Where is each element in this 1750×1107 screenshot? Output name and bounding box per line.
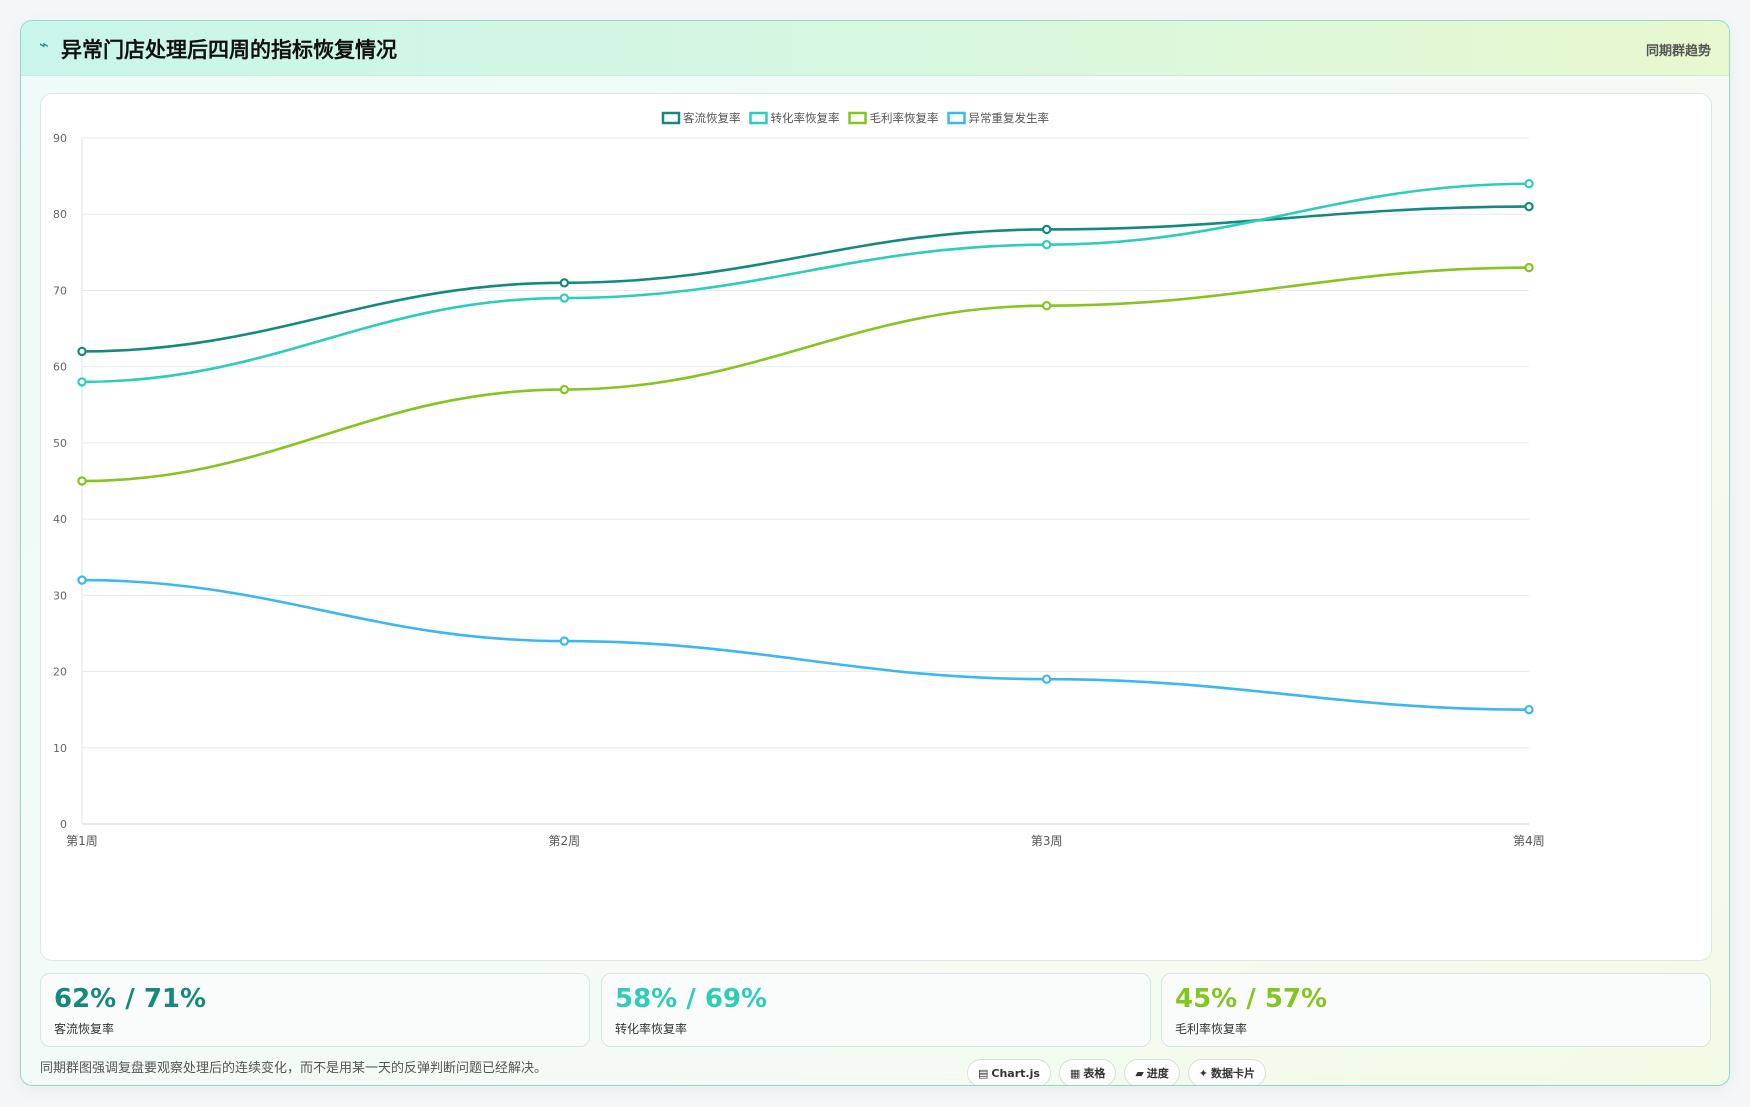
x-tick-label: 第2周 (549, 834, 581, 848)
chart-card: 客流恢复率 转化率恢复率 毛利率恢复率 异常重复发生率 0 10 20 30 40 50 60 70… (40, 93, 1712, 961)
chip-table[interactable]: ▦ 表格 (1058, 1059, 1117, 1085)
feature-chips: ▤ Chart.js ▦ 表格 ▰ 进度 ✦ 数据卡片 (967, 1059, 1267, 1085)
stat-card-margin: 45% / 57% 毛利率恢复率 (1161, 973, 1711, 1047)
chip-chartjs[interactable]: ▤ Chart.js (967, 1059, 1051, 1085)
data-point[interactable] (1524, 262, 1534, 273)
panel-header: ⌁ 异常门店处理后四周的指标恢复情况 同期群趋势 (21, 21, 1729, 76)
data-point[interactable] (1041, 674, 1052, 684)
y-tick-label: 60 (53, 361, 67, 374)
legend-label: 毛利率恢复率 (870, 111, 939, 125)
chip-progress[interactable]: ▰ 进度 (1124, 1059, 1180, 1085)
dashboard-panel: ⌁ 异常门店处理后四周的指标恢复情况 同期群趋势 客流恢复率 转化率恢复率 毛利率恢… (20, 20, 1730, 1086)
legend-item[interactable]: 客流恢复率 (661, 111, 741, 125)
y-tick-label: 90 (53, 132, 67, 145)
data-point[interactable] (77, 476, 87, 486)
stat-label: 转化率恢复率 (615, 1022, 688, 1036)
data-point[interactable] (1524, 704, 1534, 715)
legend-swatch (749, 111, 768, 125)
chart-type-tag: 同期群趋势 (1645, 44, 1711, 59)
data-point[interactable] (1041, 300, 1052, 311)
data-point[interactable] (1524, 179, 1534, 189)
data-point[interactable] (77, 575, 87, 585)
y-tick-label: 10 (53, 742, 67, 755)
chip-label: 表格 (1083, 1067, 1106, 1080)
legend-swatch (947, 111, 966, 125)
chart-icon: ▤ (978, 1066, 989, 1080)
stat-value: 62% / 71% (54, 984, 207, 1014)
page-title: 异常门店处理后四周的指标恢复情况 (61, 38, 397, 62)
data-point[interactable] (1041, 224, 1052, 235)
progress-icon: ▰ (1135, 1066, 1144, 1080)
y-tick-label: 0 (60, 818, 67, 831)
data-point[interactable] (559, 278, 570, 288)
legend-label: 客流恢复率 (683, 111, 741, 125)
stat-value: 58% / 69% (615, 984, 768, 1014)
legend-swatch (848, 111, 867, 125)
y-tick-label: 30 (53, 589, 67, 602)
stat-value: 45% / 57% (1175, 984, 1328, 1014)
stat-card-traffic: 62% / 71% 客流恢复率 (40, 973, 590, 1047)
footer-note: 同期群图强调复盘要观察处理后的连续变化，而不是用某一天的反弹判断问题已经解决。 (40, 1061, 548, 1076)
data-point[interactable] (77, 377, 87, 387)
chart-line-icon: ⌁ (39, 35, 49, 54)
x-tick-label: 第1周 (66, 834, 98, 848)
series-line (81, 182, 1530, 384)
y-tick-label: 50 (53, 437, 67, 450)
legend-item[interactable]: 转化率恢复率 (749, 111, 840, 125)
chip-data-card[interactable]: ✦ 数据卡片 (1187, 1059, 1267, 1085)
data-point[interactable] (559, 636, 570, 646)
legend-item[interactable]: 异常重复发生率 (947, 111, 1050, 125)
series-line (81, 266, 1530, 483)
chip-label: Chart.js (991, 1066, 1040, 1080)
legend-label: 异常重复发生率 (969, 111, 1050, 125)
data-point[interactable] (559, 293, 570, 303)
x-tick-label: 第3周 (1031, 834, 1063, 848)
stat-label: 毛利率恢复率 (1175, 1022, 1248, 1036)
y-tick-label: 40 (53, 513, 67, 526)
y-tick-label: 70 (53, 284, 67, 297)
sparkle-icon: ✦ (1198, 1066, 1209, 1080)
data-point[interactable] (77, 346, 87, 357)
stat-label: 客流恢复率 (54, 1022, 115, 1036)
data-point[interactable] (1041, 240, 1052, 250)
legend-item[interactable]: 毛利率恢复率 (848, 111, 939, 125)
data-point[interactable] (1524, 201, 1534, 212)
legend-label: 转化率恢复率 (771, 111, 840, 125)
chip-label: 数据卡片 (1211, 1067, 1256, 1080)
data-point[interactable] (559, 384, 570, 395)
chip-label: 进度 (1146, 1067, 1169, 1080)
x-tick-label: 第4周 (1513, 834, 1545, 848)
series-line (81, 205, 1530, 353)
y-tick-label: 80 (53, 208, 67, 221)
series-line (81, 578, 1530, 711)
line-chart: 客流恢复率 转化率恢复率 毛利率恢复率 异常重复发生率 0 10 20 30 40 50 60 70… (53, 111, 1545, 848)
y-tick-label: 20 (53, 666, 67, 679)
stat-card-conversion: 58% / 69% 转化率恢复率 (601, 973, 1151, 1047)
legend-swatch (661, 111, 681, 125)
table-icon: ▦ (1069, 1066, 1081, 1080)
